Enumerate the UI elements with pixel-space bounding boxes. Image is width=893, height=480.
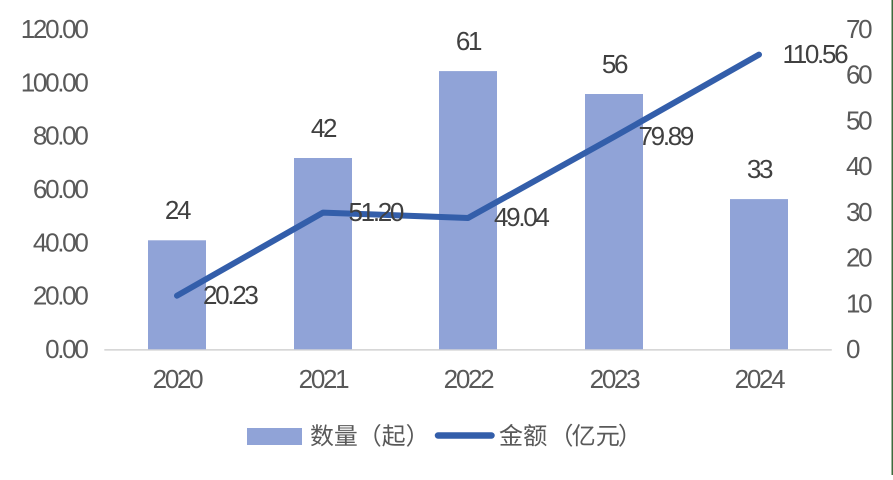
svg-text:0: 0	[846, 334, 860, 364]
svg-text:40.00: 40.00	[33, 227, 88, 257]
svg-text:30: 30	[846, 197, 872, 227]
svg-text:2024: 2024	[735, 364, 785, 394]
svg-text:2020: 2020	[153, 364, 203, 394]
svg-text:100.00: 100.00	[21, 67, 89, 97]
svg-text:49.04: 49.04	[494, 202, 549, 232]
svg-text:20.23: 20.23	[203, 280, 258, 310]
svg-text:20: 20	[846, 243, 872, 273]
svg-text:56: 56	[602, 49, 628, 79]
svg-text:33: 33	[747, 154, 773, 184]
svg-text:51.20: 51.20	[349, 197, 404, 227]
svg-text:60: 60	[846, 60, 872, 90]
svg-text:2023: 2023	[590, 364, 640, 394]
svg-text:120.00: 120.00	[21, 14, 89, 44]
svg-text:24: 24	[165, 195, 191, 225]
svg-text:70: 70	[846, 14, 872, 44]
svg-text:79.89: 79.89	[639, 121, 694, 151]
svg-text:40: 40	[846, 151, 872, 181]
svg-text:10: 10	[846, 288, 872, 318]
svg-text:60.00: 60.00	[33, 174, 88, 204]
svg-text:2022: 2022	[444, 364, 494, 394]
svg-text:20.00: 20.00	[33, 281, 88, 311]
svg-text:61: 61	[456, 26, 482, 56]
svg-text:42: 42	[311, 113, 337, 143]
svg-text:2021: 2021	[299, 364, 349, 394]
svg-text:110.56: 110.56	[783, 39, 849, 69]
svg-text:0.00: 0.00	[45, 334, 88, 364]
svg-text:50: 50	[846, 105, 872, 135]
svg-text:80.00: 80.00	[33, 121, 88, 151]
